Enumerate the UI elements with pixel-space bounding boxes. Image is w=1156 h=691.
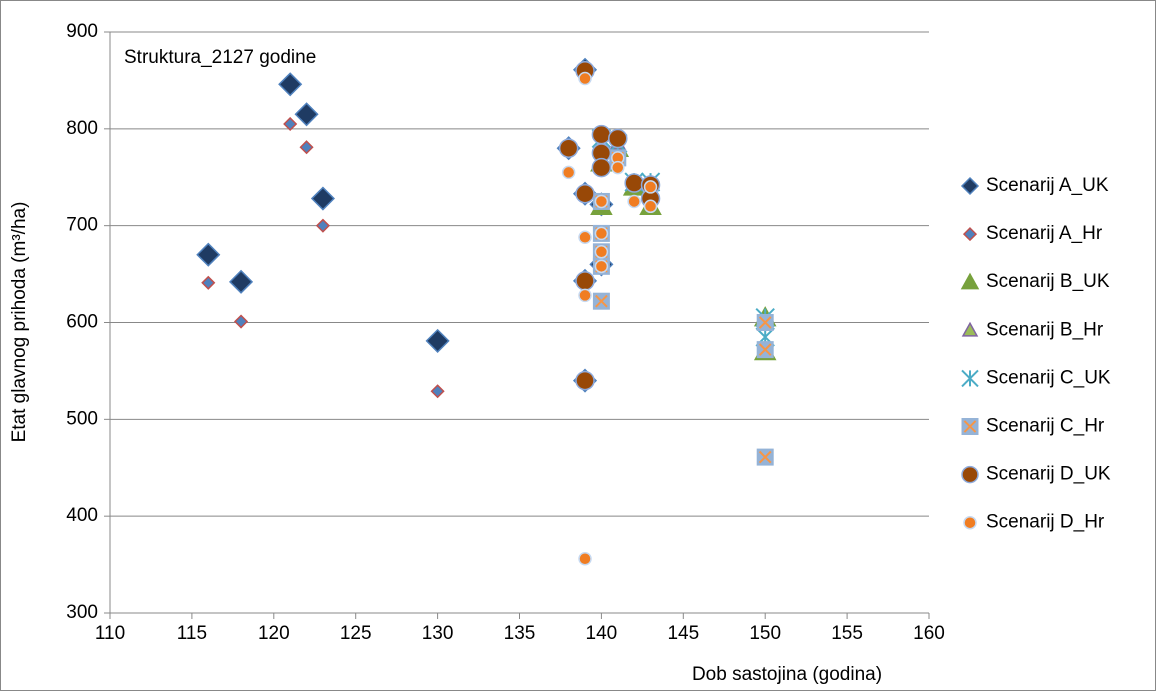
marker-cross	[963, 420, 977, 433]
point	[608, 128, 628, 149]
point	[283, 116, 298, 132]
point	[299, 140, 314, 155]
x-tick-label: 110	[95, 623, 125, 644]
x-tick-label: 115	[177, 623, 207, 644]
point	[578, 552, 592, 566]
legend-label: Scenarij B_UK	[986, 271, 1110, 292]
point	[575, 271, 595, 291]
point	[624, 173, 644, 193]
point	[591, 124, 612, 145]
point	[228, 269, 254, 294]
point	[294, 102, 319, 127]
x-tick-label: 135	[504, 623, 536, 644]
x-tick-label: 150	[749, 623, 781, 644]
legend-label: Scenarij C_UK	[986, 367, 1111, 388]
point	[591, 157, 612, 178]
legend-label: Scenarij D_UK	[986, 464, 1111, 485]
point	[578, 230, 592, 245]
legend-label: Scenarij A_Hr	[986, 223, 1103, 244]
point	[756, 341, 774, 359]
point	[756, 314, 774, 331]
y-tick-label: 300	[66, 602, 98, 623]
x-tick-label: 145	[667, 623, 699, 644]
point	[594, 194, 609, 209]
point	[196, 242, 221, 267]
series	[561, 71, 658, 566]
legend-label: Scenarij D_Hr	[986, 512, 1105, 533]
point	[578, 71, 592, 86]
point	[643, 199, 658, 214]
x-tick-label: 160	[913, 623, 945, 644]
point	[315, 218, 331, 233]
point	[310, 186, 336, 211]
point	[611, 160, 625, 175]
marker-cross	[758, 450, 772, 464]
y-tick-label: 800	[66, 118, 98, 139]
y-tick-label: 700	[66, 215, 98, 236]
marker-cross	[758, 343, 772, 356]
y-tick-label: 400	[66, 505, 98, 526]
point	[430, 384, 445, 399]
y-tick-label: 600	[66, 312, 98, 333]
legend-marker	[961, 321, 979, 337]
point	[575, 370, 595, 391]
point	[278, 72, 303, 97]
y-tick-label: 500	[66, 408, 98, 429]
legend-marker	[960, 176, 980, 196]
x-tick-label: 140	[586, 623, 618, 644]
legend-label: Scenarij C_Hr	[986, 416, 1105, 437]
x-axis-label: Dob sastojina (godina)	[692, 664, 882, 685]
y-tick-label: 900	[66, 21, 98, 42]
marker-cross	[758, 316, 772, 329]
point	[233, 314, 249, 329]
legend-marker	[961, 369, 979, 388]
legend-marker	[961, 418, 979, 435]
point	[643, 180, 658, 194]
point	[756, 448, 774, 466]
point	[594, 259, 609, 274]
point	[594, 245, 609, 259]
point	[592, 292, 610, 310]
x-tick-label: 130	[422, 623, 454, 644]
point	[201, 275, 216, 290]
x-tick-label: 155	[831, 623, 863, 644]
chart-title: Struktura_2127 godine	[124, 47, 316, 68]
x-tick-label: 125	[340, 623, 372, 644]
point	[578, 288, 592, 303]
point	[561, 165, 576, 180]
series	[201, 116, 445, 399]
point	[627, 194, 641, 209]
legend-label: Scenarij B_Hr	[986, 319, 1104, 340]
point	[425, 328, 450, 353]
point	[575, 183, 595, 204]
x-tick-label: 120	[258, 623, 290, 644]
marker-cross	[595, 294, 608, 308]
y-axis-label: Etat glavnog prihoda (m³/ha)	[9, 202, 30, 443]
legend-marker	[960, 272, 980, 290]
legend-marker	[963, 515, 977, 530]
point	[594, 226, 609, 241]
legend-marker	[961, 465, 979, 484]
legend-marker	[962, 227, 978, 242]
legend-label: Scenarij A_UK	[986, 175, 1109, 196]
point	[558, 138, 579, 158]
